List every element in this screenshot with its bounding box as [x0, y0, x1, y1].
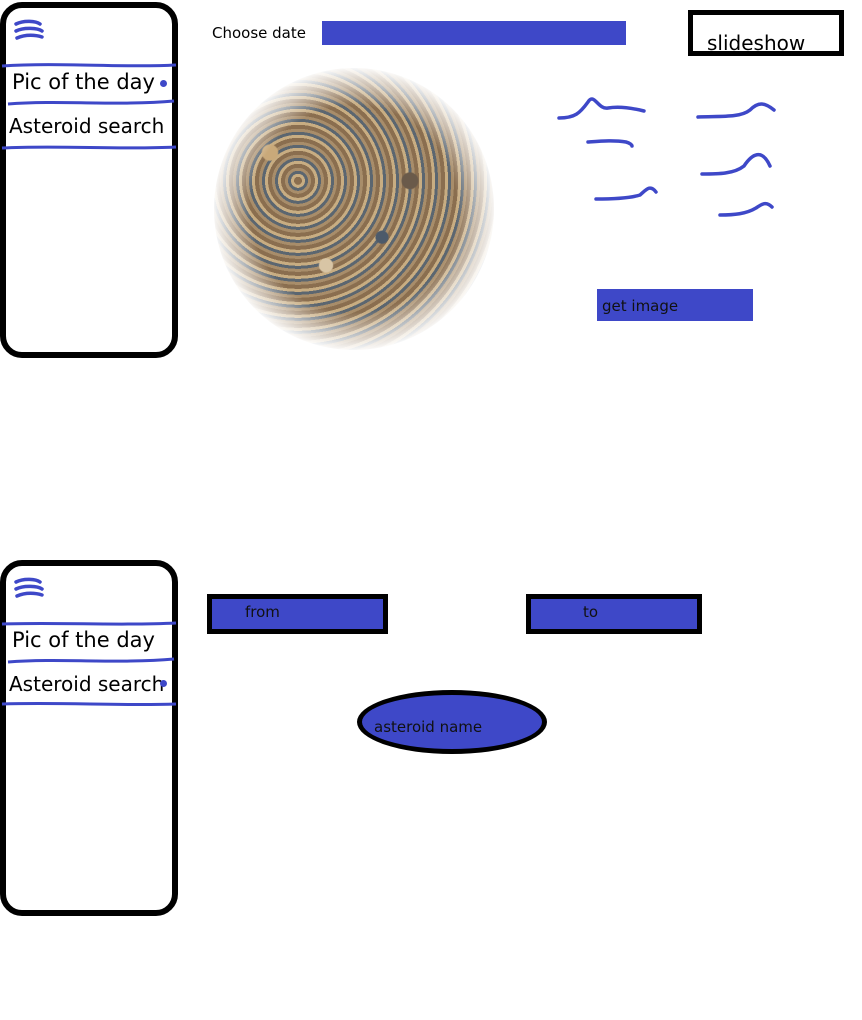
slideshow-button[interactable]: slideshow — [688, 10, 844, 56]
get-image-button[interactable]: get image — [597, 289, 753, 321]
date-picker-input[interactable] — [322, 21, 626, 45]
sidebar-phone-frame: Pic of the day Asteroid search — [0, 560, 178, 916]
hamburger-icon[interactable] — [12, 16, 46, 44]
sidebar-item-asteroid-search[interactable]: Asteroid search — [9, 672, 165, 696]
sidebar-phone-frame: Pic of the day Asteroid search — [0, 2, 178, 358]
description-placeholder-scribbles — [557, 97, 776, 217]
active-indicator-dot — [160, 80, 167, 87]
get-image-button-label: get image — [602, 297, 679, 315]
asteroid-name-label: asteroid name — [374, 718, 483, 736]
asteroid-name-input[interactable]: asteroid name — [357, 690, 547, 754]
hamburger-icon[interactable] — [12, 574, 46, 602]
choose-date-label: Choose date — [212, 24, 306, 42]
to-date-input[interactable]: to — [526, 594, 702, 634]
sidebar-item-pic-of-the-day[interactable]: Pic of the day — [12, 628, 155, 652]
from-date-input[interactable]: from — [207, 594, 388, 634]
picture-of-the-day-image — [214, 68, 494, 350]
nav-divider-lines — [1, 63, 177, 150]
active-indicator-dot — [160, 680, 167, 687]
to-label: to — [583, 603, 599, 621]
from-label: from — [245, 603, 280, 621]
nav-divider-lines — [1, 621, 177, 707]
slideshow-button-label: slideshow — [707, 31, 806, 55]
sidebar-item-pic-of-the-day[interactable]: Pic of the day — [12, 70, 155, 94]
sidebar-item-asteroid-search[interactable]: Asteroid search — [9, 114, 165, 138]
